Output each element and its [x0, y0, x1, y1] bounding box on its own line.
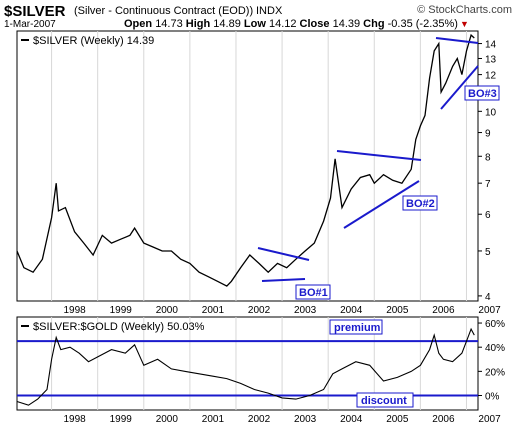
symbol-title: $SILVER — [4, 3, 66, 20]
ratio-x-tick-label: 2003 — [294, 414, 317, 425]
close-value: 14.39 — [332, 18, 361, 30]
price-y-tick-label: 14 — [485, 40, 497, 51]
bo2-label-box — [402, 195, 438, 211]
ratio-x-tick-label: 1998 — [64, 414, 87, 425]
price-grid — [51, 31, 467, 301]
premium-label-box — [329, 319, 383, 335]
bo3-lower-trendline — [440, 65, 479, 110]
price-x-tick-label: 2001 — [202, 305, 225, 316]
ratio-y-tick-label: 40% — [485, 343, 505, 354]
price-y-tick-label: 10 — [485, 107, 497, 118]
price-y-tick-label: 8 — [485, 152, 491, 163]
exchange-label: INDX — [256, 5, 283, 17]
price-x-tick-label: 2000 — [156, 305, 179, 316]
down-arrow-icon: ▼ — [459, 19, 469, 29]
close-label: Close — [299, 18, 330, 30]
bo2-lower-trendline — [343, 180, 420, 229]
premium-label: premium — [334, 322, 381, 334]
price-x-tick-label: 1999 — [110, 305, 133, 316]
price-x-tick-label: 2005 — [386, 305, 409, 316]
silver-gold-ratio-series — [16, 327, 475, 406]
ratio-x-tick-label: 2005 — [386, 414, 409, 425]
price-x-tick-label: 2003 — [294, 305, 317, 316]
bo1-upper-trendline — [257, 247, 310, 261]
discount-label-box — [356, 392, 414, 408]
high-label: High — [185, 18, 211, 30]
price-panel: 4567891011121314 19981999200020012002200… — [16, 30, 502, 316]
price-y-tick-label: 5 — [485, 247, 491, 258]
bo2-upper-trendline — [336, 150, 422, 161]
ratio-x-ticks: 1998 1999 2000 2001 2002 2003 2004 2005 2006 2007 — [64, 414, 502, 425]
price-x-tick-label: 2006 — [432, 305, 455, 316]
ratio-x-tick-label: 2001 — [202, 414, 225, 425]
price-x-ticks: 1998 1999 2000 2001 2002 2003 2004 2005 2006 2007 — [64, 305, 502, 316]
price-x-tick-label: 2002 — [248, 305, 271, 316]
open-value: 14.73 — [155, 18, 183, 30]
chg-value: -0.35 (-2.35%) — [387, 18, 458, 30]
ratio-x-tick-label: 1999 — [110, 414, 133, 425]
ratio-x-tick-label: 2002 — [248, 414, 271, 425]
bo1-label-box — [295, 284, 331, 300]
price-y-tick-label: 13 — [485, 54, 497, 65]
bo2-label: BO#2 — [406, 198, 435, 210]
ratio-x-tick-label: 2007 — [478, 414, 501, 425]
bo3-label: BO#3 — [468, 88, 497, 100]
chg-label: Chg — [363, 18, 385, 30]
bo1-label: BO#1 — [299, 287, 328, 299]
low-label: Low — [243, 18, 266, 30]
price-y-tick-label: 4 — [485, 292, 491, 303]
brand-watermark: © StockCharts.com — [417, 4, 512, 16]
price-y-tick-label: 12 — [485, 71, 497, 82]
price-y-tick-label: 6 — [485, 210, 491, 221]
low-value: 14.12 — [268, 18, 297, 30]
open-label: Open — [124, 18, 153, 30]
discount-label: discount — [361, 395, 407, 407]
ratio-y-tick-label: 0% — [485, 392, 500, 403]
ratio-y-ticks: 60% 40% 20% 0% — [478, 319, 505, 403]
price-x-tick-label: 2007 — [478, 305, 501, 316]
ratio-x-tick-label: 2004 — [340, 414, 363, 425]
bo3-label-box — [464, 85, 500, 101]
ratio-panel: 60% 40% 20% 0% 1998 1999 2000 2001 2002 2003 2004… — [16, 316, 505, 425]
price-panel-frame — [16, 30, 479, 302]
ratio-legend: $SILVER:$GOLD (Weekly) 50.03% — [33, 321, 205, 333]
price-y-tick-label: 9 — [485, 129, 491, 140]
quote-date: 1-Mar-2007 — [4, 19, 56, 30]
price-y-ticks: 4567891011121314 — [478, 40, 497, 303]
high-value: 14.89 — [213, 18, 241, 30]
price-legend: $SILVER (Weekly) 14.39 — [33, 35, 154, 47]
bo1-lower-trendline — [261, 278, 306, 282]
price-y-tick-label: 7 — [485, 179, 491, 190]
ratio-y-tick-label: 60% — [485, 319, 505, 330]
ratio-x-tick-label: 2006 — [432, 414, 455, 425]
bo3-upper-trendline — [435, 37, 479, 44]
price-x-tick-label: 2004 — [340, 305, 363, 316]
silver-price-series — [16, 33, 475, 287]
quote-line: Open 14.73 High 14.89 Low 14.12 Close 14… — [124, 18, 469, 30]
ratio-x-tick-label: 2000 — [156, 414, 179, 425]
price-x-tick-label: 1998 — [64, 305, 87, 316]
ratio-y-tick-label: 20% — [485, 367, 505, 378]
contract-description: (Silver - Continuous Contract (EOD)) — [74, 5, 254, 17]
